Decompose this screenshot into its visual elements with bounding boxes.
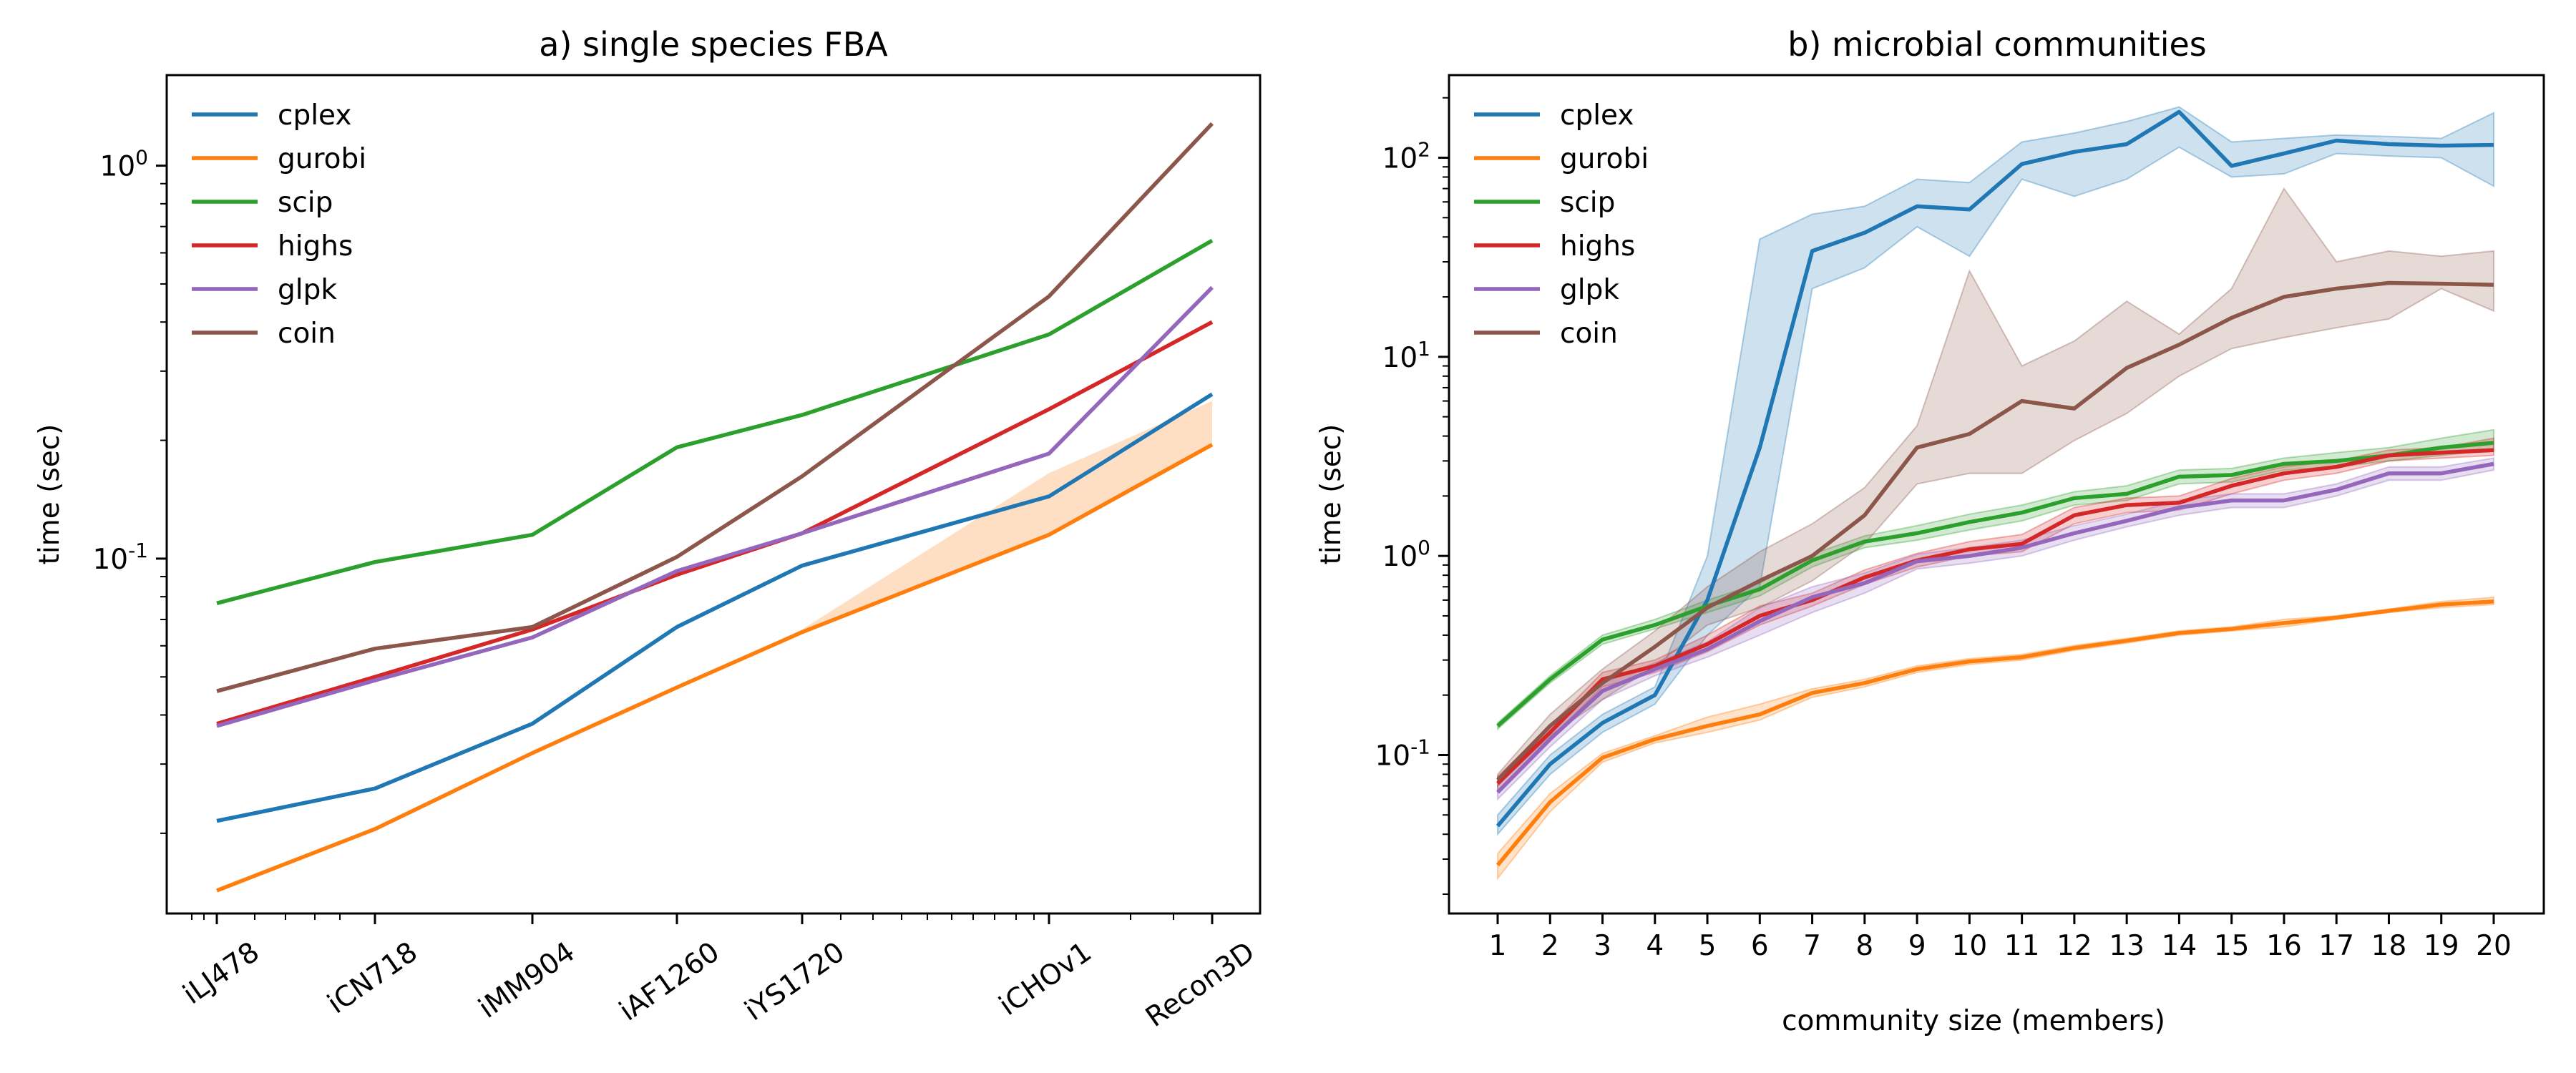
panel-b-x-tick-label-20: 20 (2476, 930, 2512, 962)
panel-a-x-tick-label-iys1720: iYS1720 (739, 936, 851, 1027)
panel-b-x-tick-label-8: 8 (1855, 930, 1873, 962)
panel-b-legend-label-highs: highs (1560, 230, 1635, 263)
panel-b-y-tick-label-10-0-base: 10 (1382, 541, 1418, 573)
panel-a-y-tick-label-10-1-base: 10 (92, 544, 128, 576)
panel-a-legend: cplex gurobi scip highs glpk coin (192, 99, 366, 350)
panel-a-line-scip (216, 238, 1214, 605)
panel-a-x-tick-label-icn718: iCN718 (322, 936, 424, 1020)
panel-b-uncertainty-bands (1497, 106, 2494, 881)
panel-b-band-highs (1497, 437, 2494, 793)
panel-a-line-glpk (216, 285, 1214, 728)
panel-b-x-tick-label-12: 12 (2057, 930, 2092, 962)
panel-b-y-tick-label-10-1: 10-1 (1375, 735, 1430, 772)
panel-a-x-tick-label-iaf1260: iAF1260 (614, 936, 726, 1027)
panel-b-x-tick-label-15: 15 (2214, 930, 2250, 962)
panel-b-legend-label-gurobi: gurobi (1560, 143, 1649, 175)
panel-b-y-tick-label-10-1-base: 10 (1375, 740, 1410, 772)
panel-a-line-coin (216, 122, 1214, 693)
panel-a-y-tick-label-10-1: 10-1 (92, 539, 148, 576)
panel-b-line-scip (1496, 441, 2494, 727)
panel-a-y-tick-label-10-0: 100 (100, 146, 148, 183)
panel-b-x-tick-label-18: 18 (2371, 930, 2407, 962)
panel-a-band-gurobi (217, 401, 1212, 891)
panel-b-x-tick-label-19: 19 (2424, 930, 2459, 962)
panel-b-legend-label-scip: scip (1560, 187, 1615, 219)
panel-a-x-tick-label-recon3d: Recon3D (1140, 936, 1261, 1034)
panel-b-x-tick-label-10: 10 (1952, 930, 1988, 962)
panel-a-single-species-fba: a) single species FBA iLJ478 iCN718 iMM904… (34, 25, 1262, 1034)
panel-a-line-highs (216, 320, 1214, 726)
panel-b-x-tick-label-9: 9 (1908, 930, 1926, 962)
panel-b-y-tick-label-10-0: 100 (1382, 536, 1430, 573)
panel-b-x-tick-label-5: 5 (1699, 930, 1717, 962)
panel-a-legend-label-cplex: cplex (278, 99, 351, 132)
panel-b-band-glpk (1497, 457, 2494, 801)
panel-a-legend-label-coin: coin (278, 318, 336, 350)
panel-b-band-coin (1497, 187, 2494, 788)
panel-a-legend-label-glpk: glpk (278, 274, 337, 306)
panel-a-legend-label-scip: scip (278, 187, 333, 219)
panel-b-y-tick-label-10-2-exponent: 2 (1418, 137, 1430, 161)
panel-b-x-axis-label: community size (members) (1782, 1005, 2165, 1037)
panel-b-y-tick-label-10-1-base: 10 (1382, 342, 1418, 374)
panel-a-plot-frame (165, 74, 1262, 915)
panel-b-x-tick-label-7: 7 (1803, 930, 1821, 962)
panel-b-title: b) microbial communities (1787, 25, 2207, 64)
panel-b-band-scip (1497, 428, 2494, 731)
panel-b-line-highs (1496, 448, 2494, 785)
panel-b-y-tick-label-10-1-exponent: -1 (1410, 735, 1430, 758)
panel-a-x-tick-label-ilj478: iLJ478 (177, 936, 265, 1011)
panel-a-series-lines (216, 122, 1214, 893)
panel-b-x-tick-label-11: 11 (2004, 930, 2040, 962)
panel-b-x-tick-label-2: 2 (1541, 930, 1559, 962)
panel-b-x-tick-label-3: 3 (1594, 930, 1611, 962)
panel-b-x-tick-label-4: 4 (1646, 930, 1664, 962)
panel-b-line-cplex (1496, 109, 2494, 828)
panel-b-series-lines (1496, 109, 2494, 867)
panel-b-microbial-communities: b) microbial communities 1 2 3 4 5 6 7 8 9 10 11 12… (1315, 25, 2545, 1037)
panel-b-y-tick-label-10-1-exponent: 1 (1418, 337, 1430, 361)
panel-b-line-gurobi (1496, 599, 2494, 867)
panel-b-legend-label-cplex: cplex (1560, 99, 1634, 132)
panel-a-legend-label-gurobi: gurobi (278, 143, 366, 175)
panel-b-y-tick-label-10-2: 102 (1382, 137, 1430, 175)
panel-b-x-ticks: 1 2 3 4 5 6 7 8 9 10 11 12 13 14 15 16 17 18 19 20 (1489, 913, 2512, 962)
panel-b-plot-frame (1448, 74, 2545, 915)
panel-b-legend-label-glpk: glpk (1560, 274, 1619, 306)
panel-a-uncertainty-bands (217, 401, 1212, 891)
panel-b-line-glpk (1496, 461, 2494, 794)
panel-b-band-gurobi (1497, 596, 2494, 881)
panel-b-line-coin (1496, 280, 2494, 782)
panel-b-y-tick-label-10-2-base: 10 (1382, 142, 1418, 175)
panel-a-line-cplex (216, 392, 1214, 823)
panel-a-y-tick-label-10-1-exponent: -1 (128, 539, 148, 562)
panel-a-x-tick-label-ichov1: iCHOv1 (993, 936, 1097, 1022)
panel-b-y-tick-label-10-1: 101 (1382, 337, 1430, 374)
panel-a-y-tick-label-10-0-exponent: 0 (135, 146, 148, 170)
panel-b-x-tick-label-1: 1 (1489, 930, 1507, 962)
panel-a-title: a) single species FBA (539, 25, 888, 64)
panel-a-x-tick-label-imm904: iMM904 (473, 936, 581, 1024)
panel-a-x-ticks: iLJ478 iCN718 iMM904 iAF1260 iYS1720 iCHOv1 Re… (177, 913, 1261, 1034)
panel-a-line-gurobi (216, 443, 1214, 893)
panel-a-legend-label-highs: highs (278, 230, 353, 263)
panel-b-x-tick-label-13: 13 (2109, 930, 2145, 962)
panel-a-y-axis-label: time (sec) (34, 424, 66, 565)
panel-b-x-tick-label-17: 17 (2318, 930, 2354, 962)
panel-b-y-axis-label: time (sec) (1315, 424, 1347, 565)
panel-b-x-tick-label-14: 14 (2162, 930, 2197, 962)
panel-a-y-tick-label-10-0-base: 10 (100, 151, 136, 183)
panel-b-legend-label-coin: coin (1560, 318, 1618, 350)
panel-b-x-tick-label-6: 6 (1751, 930, 1769, 962)
panel-b-y-tick-label-10-0-exponent: 0 (1418, 536, 1430, 559)
panel-b-legend: cplex gurobi scip highs glpk coin (1474, 99, 1649, 350)
panel-b-band-cplex (1497, 106, 2494, 836)
panel-b-x-tick-label-16: 16 (2266, 930, 2302, 962)
